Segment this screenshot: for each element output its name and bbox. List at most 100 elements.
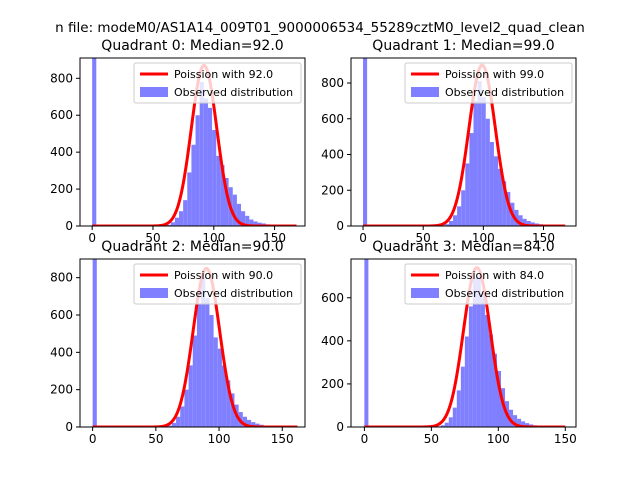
axes-quadrant-3: 0 50 100 150 0 200 400 600 Quadrant 3: Median=84…	[321, 239, 577, 446]
hist-bar	[477, 81, 482, 226]
axes-frame	[79, 57, 306, 227]
plot-area	[91, 259, 299, 427]
x-tick-label: 0	[89, 432, 97, 446]
y-tick-label: 0	[336, 219, 344, 233]
hist-bar	[526, 220, 531, 226]
hist-bar	[506, 192, 511, 226]
legend: Poission with 84.0 Observed distribution	[404, 263, 573, 305]
hist-bar	[364, 259, 369, 427]
hist-bar	[174, 217, 179, 226]
hist-bar	[201, 277, 206, 427]
y-tick-label: 200	[50, 182, 73, 196]
hist-bar	[530, 222, 535, 226]
hist-bar	[232, 194, 237, 226]
hist-bar	[179, 211, 184, 226]
x-tick-label: 100	[472, 231, 495, 245]
hist-bar	[363, 58, 368, 226]
axes-title: Quadrant 0: Median=92.0	[101, 38, 283, 54]
x-tick-label: 150	[554, 432, 577, 446]
y-tick-label: 600	[321, 291, 344, 305]
y-tick-label: 400	[50, 145, 73, 159]
hist-bar	[469, 133, 474, 226]
y-tick-label: 600	[50, 108, 73, 122]
hist-bar	[205, 298, 210, 427]
legend-label-observed: Observed distribution	[445, 86, 564, 99]
x-tick-label: 50	[424, 432, 439, 446]
hist-bar	[444, 422, 449, 427]
legend: Poission with 92.0 Observed distribution	[133, 62, 302, 104]
hist-bar	[461, 190, 466, 226]
hist-bar	[192, 335, 197, 427]
legend-label-observed: Observed distribution	[445, 287, 564, 300]
x-tick-label: 0	[361, 432, 369, 446]
hist-bar	[249, 219, 254, 226]
legend-label-fit: Poission with 92.0	[174, 68, 273, 81]
hist-bar	[257, 222, 262, 226]
hist-bar	[184, 389, 189, 427]
x-tick-label: 0	[359, 231, 367, 245]
hist-bar	[440, 425, 445, 427]
hist-bar	[492, 353, 497, 427]
y-tick-label: 800	[321, 76, 344, 90]
legend-box	[133, 263, 302, 305]
axes-quadrant-1: 0 50 100 150 0 200 400 600 800 Quadrant 1: Median…	[321, 38, 577, 245]
hist-bar	[176, 416, 181, 427]
hist-bar	[476, 276, 481, 427]
y-tick-label: 200	[321, 377, 344, 391]
axes-frame	[79, 258, 306, 428]
hist-bar	[480, 293, 485, 427]
hist-bar	[464, 336, 469, 427]
y-tick-label: 200	[50, 383, 73, 397]
hist-bar	[496, 371, 501, 427]
figure-suptitle: n file: modeM0/AS1A14_009T01_9000006534_…	[55, 20, 585, 36]
hist-bar	[251, 422, 256, 427]
hist-bar	[242, 416, 247, 427]
hist-bar	[187, 172, 192, 226]
x-tick-label: 0	[88, 231, 96, 245]
legend-box	[133, 62, 302, 104]
hist-bar	[212, 130, 217, 226]
y-tick-label: 600	[321, 112, 344, 126]
hist-bar	[481, 97, 486, 226]
axes-quadrant-2: 0 50 100 150 0 200 400 600 800 Quadrant 2: Median…	[50, 239, 306, 446]
hist-bar	[460, 366, 465, 427]
x-tick-label: 150	[271, 432, 294, 446]
x-tick-label: 50	[416, 231, 431, 245]
hist-bar	[444, 224, 449, 226]
y-tick-label: 800	[50, 271, 73, 285]
y-tick-label: 400	[321, 334, 344, 348]
plot-area	[91, 58, 298, 226]
legend-bar-swatch	[140, 87, 168, 97]
legend: Poission with 90.0 Observed distribution	[133, 263, 302, 305]
hist-bar	[203, 98, 208, 226]
hist-bar	[171, 422, 177, 427]
hist-bar	[456, 390, 461, 427]
x-tick-label: 50	[145, 231, 160, 245]
legend: Poission with 99.0 Observed distribution	[404, 62, 573, 104]
legend-label-observed: Observed distribution	[174, 287, 293, 300]
hist-bar	[518, 215, 523, 226]
hist-bar	[92, 259, 97, 427]
hist-bar	[170, 222, 175, 226]
hist-bar	[216, 155, 221, 226]
hist-bar	[199, 82, 204, 226]
hist-bar	[513, 415, 518, 427]
legend-label-fit: Poission with 84.0	[445, 269, 544, 282]
legend-label-fit: Poission with 99.0	[445, 68, 544, 81]
legend-bar-swatch	[411, 87, 439, 97]
y-tick-label: 600	[50, 308, 73, 322]
hist-bar	[448, 220, 454, 226]
axes-frame	[350, 57, 577, 227]
legend-label-fit: Poission with 90.0	[174, 269, 273, 282]
hist-bar	[166, 224, 171, 226]
hist-bar	[241, 211, 246, 226]
axes-title: Quadrant 2: Median=90.0	[101, 239, 283, 255]
hist-bar	[465, 163, 470, 226]
x-tick-label: 100	[487, 432, 510, 446]
fit-line	[91, 63, 298, 226]
axes-quadrant-0: 0 50 100 150 0 200 400 600 800 Quadrant 0: Median…	[50, 38, 306, 245]
legend-box	[404, 263, 573, 305]
hist-bar	[525, 423, 530, 427]
x-tick-label: 100	[208, 432, 231, 446]
hist-bar	[195, 115, 200, 226]
